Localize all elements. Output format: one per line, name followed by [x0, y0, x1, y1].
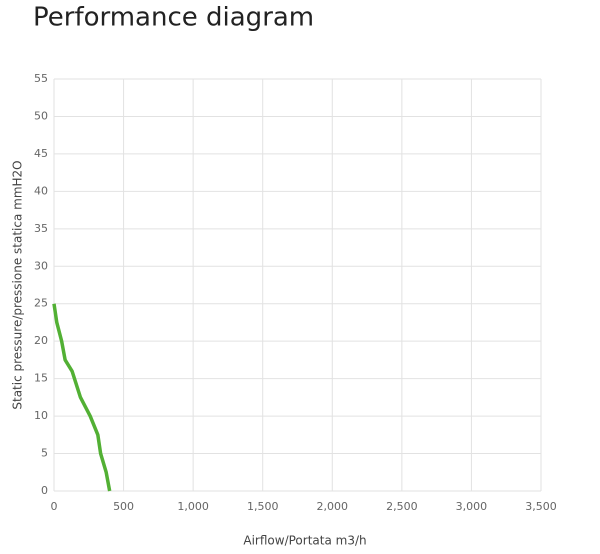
y-tick-label: 50 — [34, 109, 48, 122]
x-tick-label: 3,500 — [525, 500, 557, 513]
x-tick-label: 0 — [51, 500, 58, 513]
x-tick-label: 2,500 — [386, 500, 418, 513]
y-tick-label: 45 — [34, 147, 48, 160]
series-line — [52, 303, 112, 492]
y-tick-label: 40 — [34, 184, 48, 197]
y-tick-label: 10 — [34, 409, 48, 422]
x-tick-label: 500 — [113, 500, 134, 513]
y-axis-label: Static pressure/pressione statica mmH2O — [11, 160, 25, 409]
y-tick-label: 0 — [41, 484, 48, 497]
y-tick-label: 20 — [34, 334, 48, 347]
y-tick-label: 25 — [34, 297, 48, 310]
x-tick-label: 1,500 — [247, 500, 279, 513]
chart-title: Performance diagram — [33, 3, 314, 33]
y-tick-label: 55 — [34, 72, 48, 85]
y-tick-label: 15 — [34, 372, 48, 385]
x-tick-label: 1,000 — [177, 500, 209, 513]
x-tick-label: 2,000 — [317, 500, 349, 513]
y-tick-label: 35 — [34, 222, 48, 235]
y-tick-label: 30 — [34, 259, 48, 272]
x-axis-label: Airflow/Portata m3/h — [243, 534, 366, 548]
y-tick-label: 5 — [41, 447, 48, 460]
x-tick-label: 3,000 — [456, 500, 488, 513]
